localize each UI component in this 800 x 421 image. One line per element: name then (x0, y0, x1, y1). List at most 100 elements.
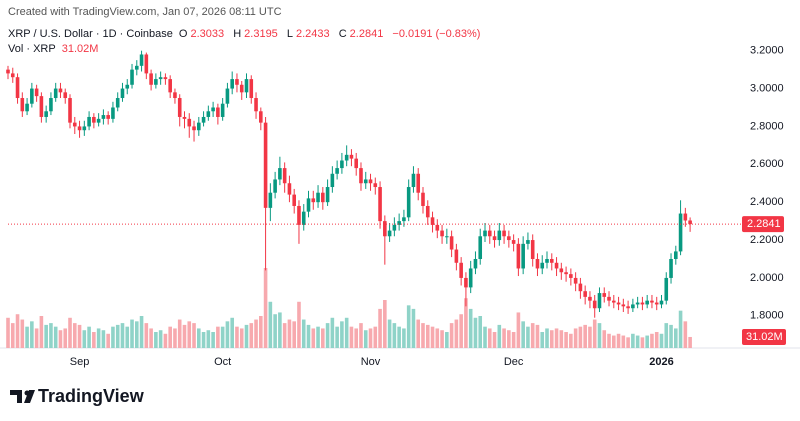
candle-body (387, 230, 392, 237)
volume-bar (72, 323, 77, 348)
volume-bar (664, 323, 669, 348)
volume-bar (182, 324, 187, 348)
candle-body (106, 115, 110, 119)
volume-bar (58, 330, 63, 348)
candle-body (511, 240, 516, 244)
candle-body (468, 268, 473, 288)
volume-label: 31.02M (746, 331, 783, 343)
candle-body (82, 126, 87, 131)
candle-body (497, 230, 502, 241)
volume-bar (177, 319, 182, 348)
candle-body (77, 126, 82, 131)
candle-body (421, 192, 425, 206)
candle-body (378, 187, 382, 222)
volume-bar (34, 328, 39, 348)
candle-body (416, 173, 421, 193)
volume-bar (30, 321, 34, 348)
volume-bar (20, 319, 25, 348)
candle-body (216, 107, 220, 117)
volume-bar (273, 314, 277, 348)
candle-body (20, 98, 25, 112)
candle-body (292, 194, 296, 206)
candle-body (640, 302, 645, 305)
volume-bar (244, 324, 249, 348)
volume-bar (573, 328, 578, 348)
volume-bar (425, 324, 430, 348)
volume-bar (607, 333, 611, 348)
volume-bar (139, 316, 144, 348)
candle-body (173, 92, 177, 99)
volume-bar (349, 326, 354, 348)
candle-body (607, 296, 611, 301)
candle-body (163, 77, 168, 80)
candle-body (154, 79, 158, 85)
candle-body (220, 103, 225, 117)
candle-body (39, 96, 44, 117)
candle-body (363, 179, 368, 184)
volume-bar (321, 328, 325, 348)
candle-body (115, 98, 120, 108)
volume-bar (487, 328, 492, 348)
candle-body (130, 69, 134, 85)
volume-bar (621, 335, 626, 348)
volume-bar (559, 330, 564, 348)
volume-bar (106, 333, 110, 348)
ohlc-value: 2.2841 (349, 28, 384, 40)
volume-bar (435, 328, 440, 348)
volume-bar (220, 326, 225, 348)
candle-body (492, 236, 497, 241)
volume-bar (335, 326, 339, 348)
volume-bar (535, 324, 540, 348)
candle-body (540, 262, 545, 269)
volume-bar (640, 337, 645, 348)
volume-bar (588, 326, 592, 348)
candle-body (621, 304, 626, 307)
candle-body (669, 258, 673, 278)
legend-line: XRP / U.S. Dollar · 1D · Coinbase O 2.303… (8, 28, 486, 40)
candle-body (435, 224, 440, 231)
candle-body (168, 79, 172, 93)
volume-bar (63, 328, 68, 348)
candle-body (578, 283, 583, 292)
volume-bar (521, 321, 525, 348)
volume-bar (616, 333, 621, 348)
volume-bar (330, 317, 335, 348)
volume-bar (516, 312, 521, 348)
candle-body (464, 277, 468, 288)
volume-bar (406, 305, 411, 348)
candle-body (602, 293, 607, 297)
volume-bar (464, 298, 468, 348)
volume-bar (368, 328, 373, 348)
volume-bar (569, 333, 573, 348)
candle-body (459, 262, 463, 278)
candle-body (225, 88, 230, 104)
candle-body (445, 236, 449, 238)
candle-body (392, 224, 397, 231)
candle-body (311, 198, 316, 203)
candle-body (588, 296, 592, 301)
volume-bar (144, 323, 149, 348)
candle-body (6, 69, 10, 74)
volume-bar (168, 326, 172, 348)
volume-bar (397, 326, 401, 348)
candle-body (483, 230, 487, 237)
volume-bar (268, 301, 273, 348)
volume-bar (278, 312, 282, 348)
ohlc-value: 2.3033 (190, 28, 225, 40)
volume-bar (297, 301, 301, 348)
candle-body (516, 243, 521, 269)
ohlc-letter: O (178, 28, 188, 40)
volume-bar (669, 324, 673, 348)
candle-body (406, 187, 411, 218)
volume-bar (230, 317, 234, 348)
volume-bar (111, 326, 115, 348)
candle-body (139, 54, 144, 66)
volume-value: 31.02M (61, 43, 99, 55)
candle-body (301, 211, 306, 225)
candle-body (211, 107, 215, 112)
volume-bar (445, 332, 449, 348)
candle-body (569, 274, 573, 278)
candle-body (49, 98, 53, 112)
candle-body (507, 236, 511, 241)
